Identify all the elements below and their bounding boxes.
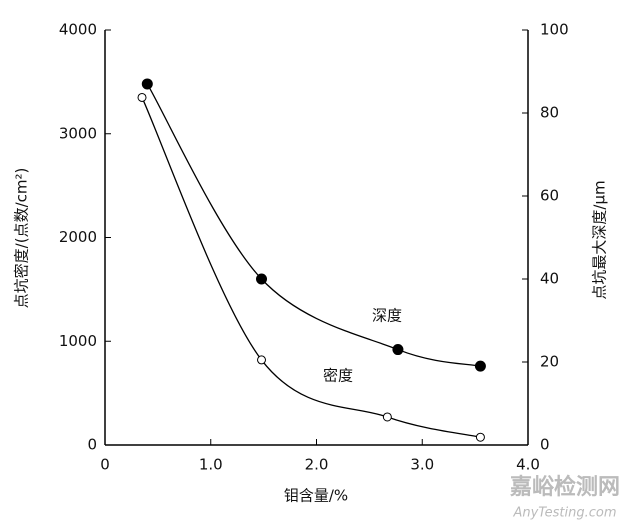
data-point: [141, 78, 153, 90]
watermark: 嘉峪检测网: [510, 474, 620, 500]
x-tick-label: 4.0: [516, 456, 540, 474]
y2-tick-label: 60: [540, 187, 559, 205]
x-tick-label: 1.0: [199, 456, 223, 474]
y-axis-title: 点坑密度/(点数/cm²): [13, 168, 31, 309]
y-tick-label: 3000: [59, 124, 97, 142]
data-point: [475, 432, 485, 442]
x-tick-label: 0: [100, 456, 110, 474]
y2-tick-label: 40: [540, 270, 559, 288]
data-point: [257, 355, 267, 365]
x-tick-label: 2.0: [305, 456, 329, 474]
data-point: [392, 344, 404, 356]
y-tick-label: 0: [87, 436, 97, 454]
x-tick-label: 3.0: [410, 456, 434, 474]
y2-tick-label: 100: [540, 21, 569, 39]
y-tick-label: 2000: [59, 228, 97, 246]
data-point: [137, 92, 147, 102]
y2-axis-title: 点坑最大深度/μm: [591, 180, 609, 299]
series-line: [146, 83, 481, 367]
series-label: 深度: [372, 307, 402, 325]
data-point: [382, 412, 392, 422]
data-point: [474, 360, 486, 372]
y2-tick-label: 0: [540, 436, 550, 454]
series-label: 密度: [323, 367, 353, 385]
watermark: AnyTesting.com: [512, 506, 616, 521]
series-line: [141, 97, 481, 438]
y-tick-label: 1000: [59, 332, 97, 350]
x-axis-title: 钼含量/%: [284, 487, 348, 505]
y-tick-label: 4000: [59, 21, 97, 39]
y2-tick-label: 20: [540, 353, 559, 371]
y2-tick-label: 80: [540, 104, 559, 122]
data-point: [256, 273, 268, 285]
